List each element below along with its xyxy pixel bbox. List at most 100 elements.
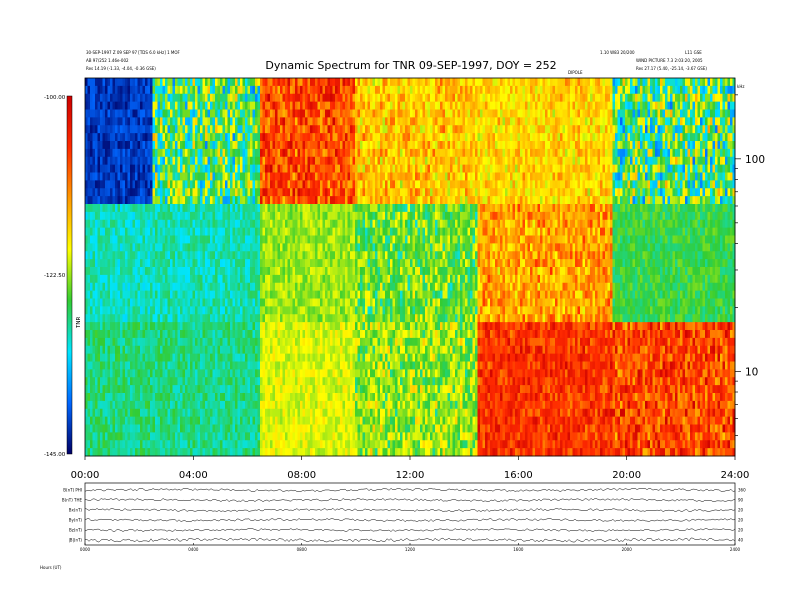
spectrum-cell	[202, 400, 206, 410]
spectrum-cell	[305, 101, 308, 110]
spectrum-cell	[342, 93, 346, 103]
spectrum-cell	[162, 400, 166, 410]
spectrum-cell	[95, 274, 98, 284]
spectrum-cell	[115, 219, 118, 229]
spectrum-cell	[95, 385, 98, 394]
spectrum-cell	[92, 196, 96, 205]
spectrum-cell	[132, 204, 136, 213]
spectrum-cell	[155, 337, 158, 347]
spectrum-cell	[315, 148, 318, 158]
spectrum-cell	[105, 440, 108, 449]
spectrum-cell	[307, 353, 311, 362]
spectrum-cell	[327, 164, 331, 173]
spectrum-cell	[167, 164, 171, 173]
spectrum-cell	[205, 432, 208, 441]
spectrum-cell	[192, 148, 196, 158]
spectrum-cell	[217, 259, 221, 268]
spectrum-cell	[280, 243, 283, 252]
spectrum-cell	[120, 156, 123, 166]
spectrum-cell	[275, 204, 278, 213]
spectrum-cell	[277, 353, 281, 362]
spectrum-cell	[127, 78, 131, 87]
spectrum-cell	[87, 298, 91, 307]
spectrum-cell	[140, 93, 143, 103]
spectrum-cell	[142, 322, 146, 331]
spectrum-cell	[320, 164, 323, 173]
spectrum-cell	[185, 251, 188, 260]
spectrum-cell	[255, 235, 258, 244]
spectrum-cell	[100, 196, 103, 205]
spectrum-cell	[180, 259, 183, 268]
spectrum-cell	[180, 330, 183, 339]
spectrum-cell	[280, 337, 283, 347]
spectrum-cell	[137, 408, 141, 418]
spectrum-cell	[97, 259, 101, 268]
spectrum-cell	[117, 322, 121, 331]
spectrum-cell	[170, 298, 173, 307]
spectrum-cell	[240, 156, 243, 166]
spectrum-cell	[280, 117, 283, 126]
spectrum-cell	[167, 180, 171, 189]
spectrum-cell	[300, 125, 303, 134]
spectrum-cell	[140, 188, 143, 197]
spectrum-cell	[90, 322, 93, 331]
spectrum-cell	[270, 251, 273, 260]
spectrum-cell	[240, 290, 243, 299]
spectrum-cell	[85, 109, 88, 118]
spectrum-cell	[317, 361, 321, 370]
spectrum-cell	[207, 345, 211, 355]
spectrum-cell	[162, 448, 166, 457]
spectrum-cell	[85, 196, 88, 205]
spectrum-cell	[325, 148, 328, 158]
spectrum-cell	[92, 432, 96, 441]
spectrum-cell	[162, 243, 166, 252]
spectrum-cell	[277, 141, 281, 150]
spectrum-cell	[300, 227, 303, 236]
spectrum-cell	[255, 330, 258, 339]
spectrum-cell	[87, 432, 91, 441]
spectrum-cell	[110, 322, 113, 331]
spectrum-cell	[202, 78, 206, 87]
spectrum-cell	[90, 448, 93, 457]
spectrum-cell	[265, 322, 268, 331]
spectrum-cell	[327, 416, 331, 425]
spectrum-cell	[180, 78, 183, 87]
spectrum-cell	[115, 393, 118, 402]
spectrum-cell	[130, 424, 133, 433]
spectrum-cell	[297, 196, 301, 205]
spectrum-cell	[170, 330, 173, 339]
spectrum-cell	[280, 133, 283, 142]
spectrum-cell	[202, 251, 206, 260]
spectrum-cell	[185, 448, 188, 457]
spectrum-cell	[140, 227, 143, 236]
spectrum-cell	[130, 259, 133, 268]
spectrum-cell	[270, 416, 273, 425]
spectrum-cell	[297, 432, 301, 441]
spectrum-cell	[190, 274, 193, 284]
spectrum-cell	[310, 172, 313, 181]
spectrum-cell	[182, 274, 186, 284]
spectrum-cell	[207, 180, 211, 189]
spectrum-cell	[185, 385, 188, 394]
spectrum-cell	[220, 330, 223, 339]
spectrum-cell	[245, 196, 248, 205]
spectrum-cell	[115, 267, 118, 276]
spectrum-cell	[282, 204, 286, 213]
spectrum-cell	[332, 85, 336, 95]
spectrum-cell	[280, 314, 283, 323]
spectrum-cell	[180, 164, 183, 173]
spectrum-cell	[317, 172, 321, 181]
spectrum-cell	[212, 290, 216, 299]
spectrum-cell	[165, 156, 168, 166]
spectrum-cell	[87, 424, 91, 433]
spectrum-cell	[85, 211, 88, 221]
spectrum-cell	[90, 306, 93, 315]
spectrum-cell	[117, 259, 121, 268]
spectrum-cell	[167, 148, 171, 158]
spectrum-cell	[260, 219, 263, 229]
spectrum-cell	[100, 188, 103, 197]
spectrum-cell	[262, 385, 266, 394]
spectrum-cell	[260, 448, 263, 457]
spectrum-cell	[117, 353, 121, 362]
spectrum-cell	[110, 337, 113, 347]
